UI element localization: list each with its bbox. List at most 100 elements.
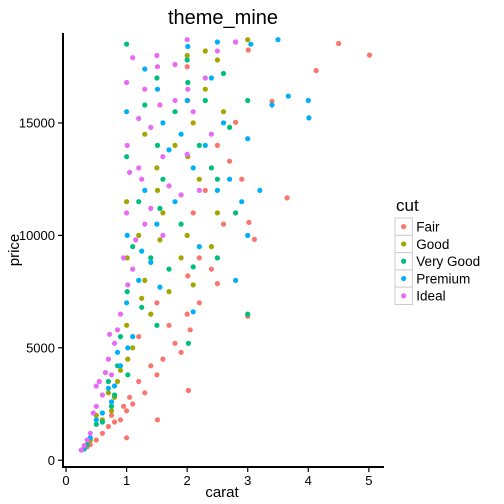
- point-0-21: [124, 408, 130, 414]
- point-2-31: [157, 205, 163, 211]
- point-1-3: [202, 86, 208, 92]
- point-3-35: [220, 120, 227, 126]
- point-4-48: [107, 331, 113, 337]
- point-0-44: [154, 417, 161, 423]
- point-3-0: [306, 115, 312, 121]
- point-0-24: [121, 403, 127, 409]
- point-3-24: [208, 75, 214, 81]
- point-4-30: [157, 102, 163, 108]
- legend-marker-3: [401, 275, 407, 282]
- point-1-0: [245, 37, 251, 43]
- point-2-39: [154, 322, 160, 328]
- point-0-17: [148, 363, 154, 369]
- point-3-30: [154, 86, 161, 92]
- point-4-45: [160, 232, 166, 238]
- point-1-14: [105, 390, 111, 396]
- plot-points: [78, 37, 373, 453]
- point-4-49: [130, 55, 136, 61]
- point-4-41: [121, 255, 127, 261]
- point-2-21: [148, 255, 154, 261]
- point-3-11: [190, 165, 196, 171]
- point-4-0: [233, 39, 239, 45]
- point-3-40: [239, 199, 245, 205]
- point-1-38: [190, 282, 196, 288]
- point-4-2: [202, 75, 208, 81]
- point-3-1: [305, 97, 311, 104]
- point-1-21: [166, 289, 172, 295]
- point-1-31: [208, 244, 214, 250]
- point-1-39: [108, 408, 115, 414]
- point-2-17: [214, 255, 220, 261]
- point-3-2: [285, 93, 291, 99]
- point-0-6: [251, 236, 257, 242]
- point-4-40: [127, 169, 133, 175]
- point-0-43: [124, 435, 130, 441]
- point-0-41: [239, 176, 245, 182]
- point-0-35: [196, 255, 202, 261]
- x-axis-title: carat: [205, 484, 239, 501]
- legend-label-1: Good: [416, 237, 449, 252]
- point-0-40: [136, 334, 142, 340]
- point-2-7: [154, 75, 160, 81]
- point-0-8: [233, 119, 239, 125]
- point-4-47: [93, 383, 99, 389]
- point-2-26: [111, 392, 118, 398]
- point-3-12: [172, 199, 178, 205]
- point-3-4: [248, 41, 254, 47]
- point-2-6: [172, 109, 178, 115]
- point-1-6: [172, 142, 178, 148]
- point-0-39: [154, 300, 160, 306]
- point-3-42: [190, 309, 196, 315]
- point-0-0: [366, 52, 373, 58]
- point-3-39: [114, 349, 121, 355]
- point-4-28: [208, 131, 214, 137]
- point-0-16: [154, 372, 160, 378]
- point-3-26: [178, 131, 184, 137]
- point-0-28: [99, 430, 105, 436]
- y-tick-label-0: 0: [48, 453, 55, 468]
- point-3-14: [160, 120, 166, 126]
- point-3-10: [184, 97, 190, 104]
- x-tick-label-4: 4: [305, 473, 312, 488]
- point-0-15: [160, 356, 166, 362]
- point-2-0: [245, 311, 251, 317]
- point-1-36: [142, 131, 148, 137]
- point-0-27: [105, 423, 111, 430]
- point-1-12: [130, 345, 136, 351]
- point-3-20: [105, 385, 111, 391]
- point-3-3: [275, 37, 281, 43]
- point-2-2: [214, 176, 220, 182]
- x-tick-label-2: 2: [184, 473, 191, 488]
- point-0-10: [196, 300, 202, 306]
- point-0-36: [208, 266, 214, 272]
- point-1-26: [184, 232, 190, 238]
- point-3-19: [117, 363, 124, 369]
- point-0-7: [246, 219, 252, 225]
- point-0-34: [190, 210, 196, 216]
- y-tick-label-3: 15000: [19, 115, 55, 130]
- point-1-9: [136, 232, 142, 238]
- point-3-27: [166, 147, 172, 153]
- point-4-7: [160, 154, 166, 160]
- point-0-26: [108, 412, 115, 418]
- legend-label-2: Very Good: [416, 254, 480, 269]
- point-4-35: [96, 378, 102, 385]
- point-0-32: [214, 142, 220, 148]
- point-2-3: [202, 97, 208, 104]
- point-4-11: [130, 266, 136, 272]
- point-1-33: [157, 237, 163, 243]
- point-4-9: [142, 221, 148, 227]
- point-4-1: [214, 48, 220, 54]
- point-1-7: [154, 165, 160, 171]
- point-3-36: [227, 176, 233, 182]
- point-1-10: [142, 277, 148, 283]
- point-3-13: [154, 221, 160, 227]
- point-1-2: [214, 57, 220, 63]
- point-1-34: [114, 378, 121, 385]
- point-3-16: [142, 187, 148, 193]
- point-4-10: [124, 210, 130, 216]
- point-0-2: [313, 68, 319, 74]
- point-0-49: [227, 158, 233, 164]
- point-2-5: [196, 142, 202, 148]
- point-1-18: [214, 210, 220, 216]
